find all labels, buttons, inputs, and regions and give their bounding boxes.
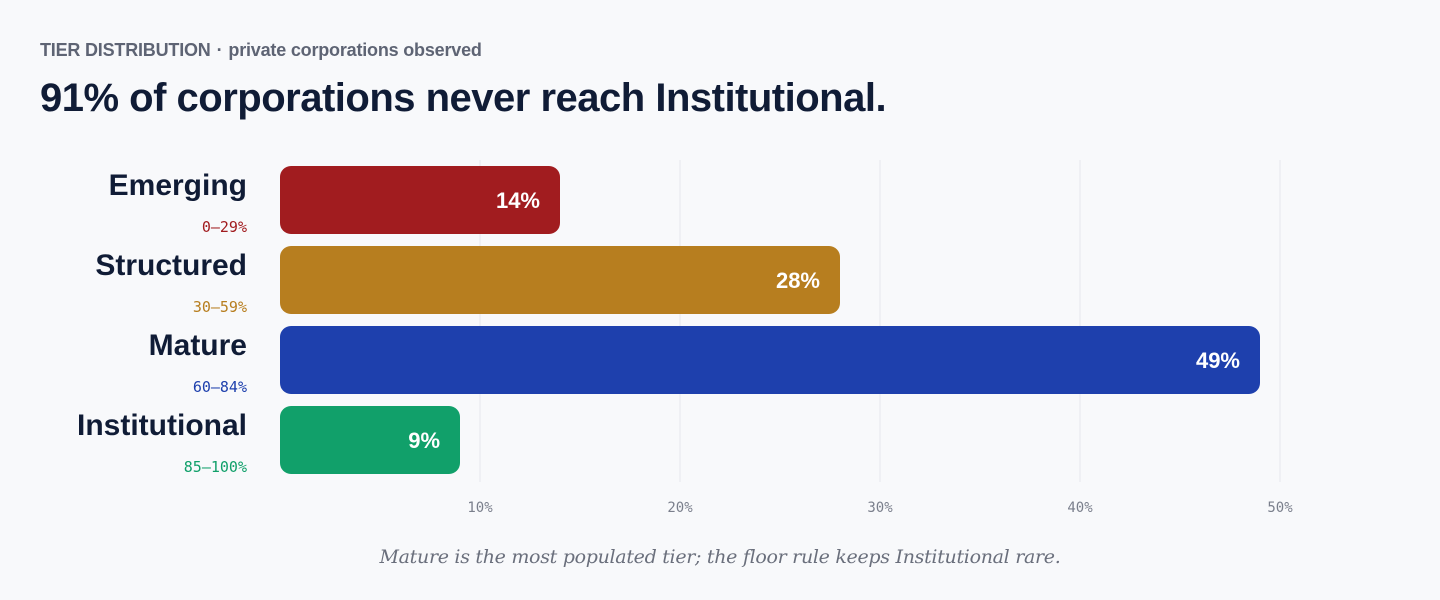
chart-eyebrow: TIER DISTRIBUTION · private corporations o… [40, 40, 482, 61]
eyebrow-separator: · [216, 40, 223, 60]
category-labels: Emerging 0–29% Structured 30–59% Mature 60–84… [77, 169, 247, 476]
chart-caption: Mature is the most populated tier; the f… [379, 546, 1061, 568]
gridlines [479, 160, 1281, 482]
x-axis-ticks: 10% 20% 30% 40% 50% [467, 500, 1293, 516]
x-tick-label: 50% [1267, 500, 1293, 516]
category-label: Structured [95, 249, 247, 282]
category-range-label: 60–84% [193, 378, 247, 396]
bar-mature [280, 326, 1260, 394]
bar-value-label: 49% [1196, 348, 1240, 373]
eyebrow-label: TIER DISTRIBUTION [40, 40, 211, 60]
x-tick-label: 30% [867, 500, 893, 516]
category-label: Institutional [77, 409, 247, 442]
bar-value-label: 14% [496, 188, 540, 213]
eyebrow-detail: private corporations observed [228, 40, 482, 60]
bar-value-label: 28% [776, 268, 820, 293]
category-label: Mature [149, 329, 247, 362]
bar-emerging [280, 166, 560, 234]
x-tick-label: 40% [1067, 500, 1093, 516]
x-tick-label: 10% [467, 500, 493, 516]
chart-headline: 91% of corporations never reach Institut… [40, 76, 887, 120]
bars: 14% 28% 49% 9% [280, 166, 1260, 474]
category-label: Emerging [109, 169, 247, 202]
bar-value-label: 9% [408, 428, 440, 453]
category-range-label: 0–29% [202, 218, 247, 236]
category-range-label: 85–100% [184, 458, 247, 476]
bar-structured [280, 246, 840, 314]
category-range-label: 30–59% [193, 298, 247, 316]
bar-institutional [280, 406, 460, 474]
x-tick-label: 20% [667, 500, 693, 516]
